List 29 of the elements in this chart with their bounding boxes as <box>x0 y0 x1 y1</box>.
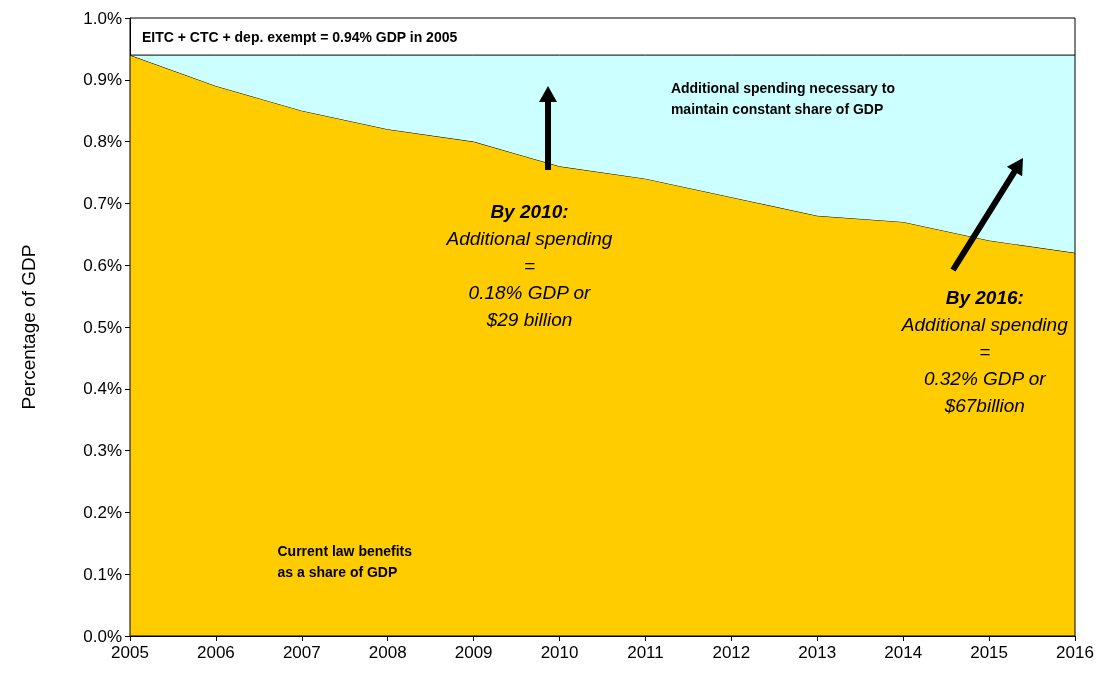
y-tick-label: 0.8% <box>83 132 122 152</box>
y-tick-label: 0.6% <box>83 255 122 275</box>
x-tick-label: 2006 <box>197 643 235 662</box>
x-tick-label: 2010 <box>540 643 579 662</box>
annotation: By 2016: Additional spending = 0.32% GDP or $67billion <box>900 287 1069 417</box>
y-tick-label: 0.7% <box>83 193 122 213</box>
x-tick-label: 2015 <box>970 643 1008 662</box>
y-tick-label: 0.0% <box>83 626 122 646</box>
x-tick-label: 2016 <box>1056 643 1094 662</box>
y-axis-title: Percentage of GDP <box>18 244 39 410</box>
annotation: By 2010: Additional spending = 0.18% GDP or $29 billion <box>445 200 613 330</box>
x-tick-label: 2009 <box>454 643 493 662</box>
y-tick-label: 0.4% <box>83 379 122 399</box>
x-tick-label: 2014 <box>884 643 923 662</box>
y-tick-label: 0.2% <box>83 502 122 522</box>
y-tick-label: 0.9% <box>83 70 122 90</box>
x-tick-label: 2007 <box>282 643 321 662</box>
y-tick-label: 1.0% <box>83 8 122 28</box>
x-tick-label: 2011 <box>627 643 664 662</box>
annotation: Additional spending necessary to maintain constant share of GDP <box>670 79 895 117</box>
x-tick-label: 2013 <box>798 643 837 662</box>
y-tick-label: 0.3% <box>83 441 122 461</box>
annotation: Current law benefits as a share of GDP <box>277 543 413 581</box>
y-tick-label: 0.1% <box>83 564 122 584</box>
x-tick-label: 2008 <box>368 643 407 662</box>
y-tick-label: 0.5% <box>83 317 122 337</box>
x-tick-label: 2005 <box>111 643 149 662</box>
x-tick-label: 2012 <box>712 643 751 662</box>
annotation: EITC + CTC + dep. exempt = 0.94% GDP in 2005 <box>142 28 458 45</box>
